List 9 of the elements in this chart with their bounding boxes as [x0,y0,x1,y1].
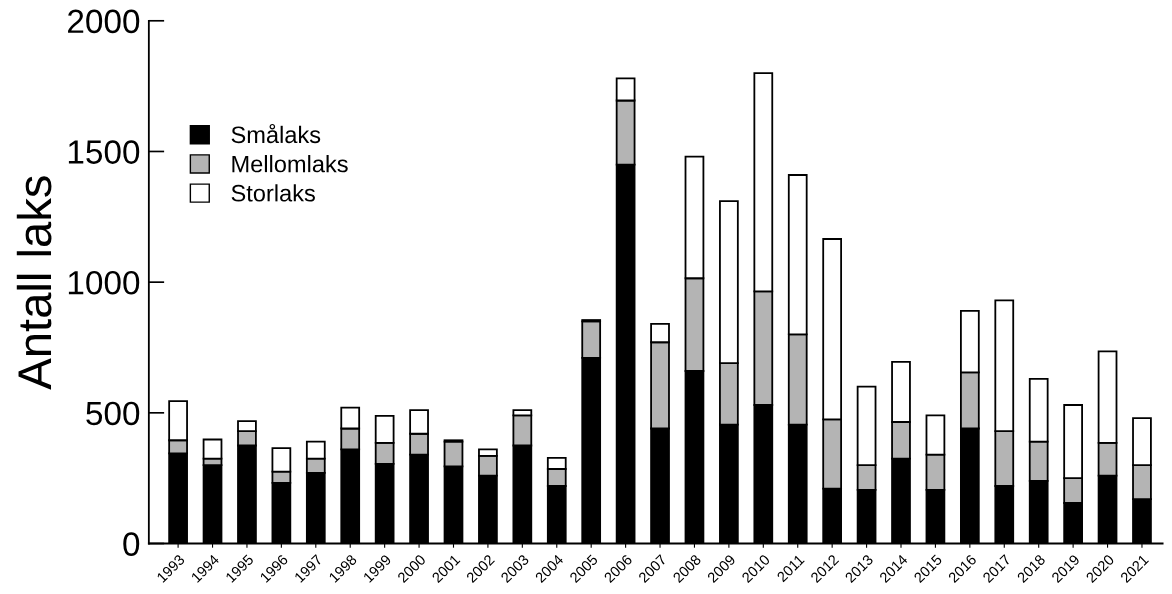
legend-label: Storlaks [231,184,315,202]
legend-label: Mellomlaks [232,155,348,173]
y-tick-label: 2000 [68,9,140,34]
y-tick-label: 1000 [68,270,140,295]
legend-label: Smålaks [231,123,321,144]
y-tick-label: 1500 [68,140,140,164]
y-tick-label: 500 [86,401,140,426]
y-axis-title: Antall laks [16,176,52,390]
y-tick-label: 0 [123,532,140,556]
